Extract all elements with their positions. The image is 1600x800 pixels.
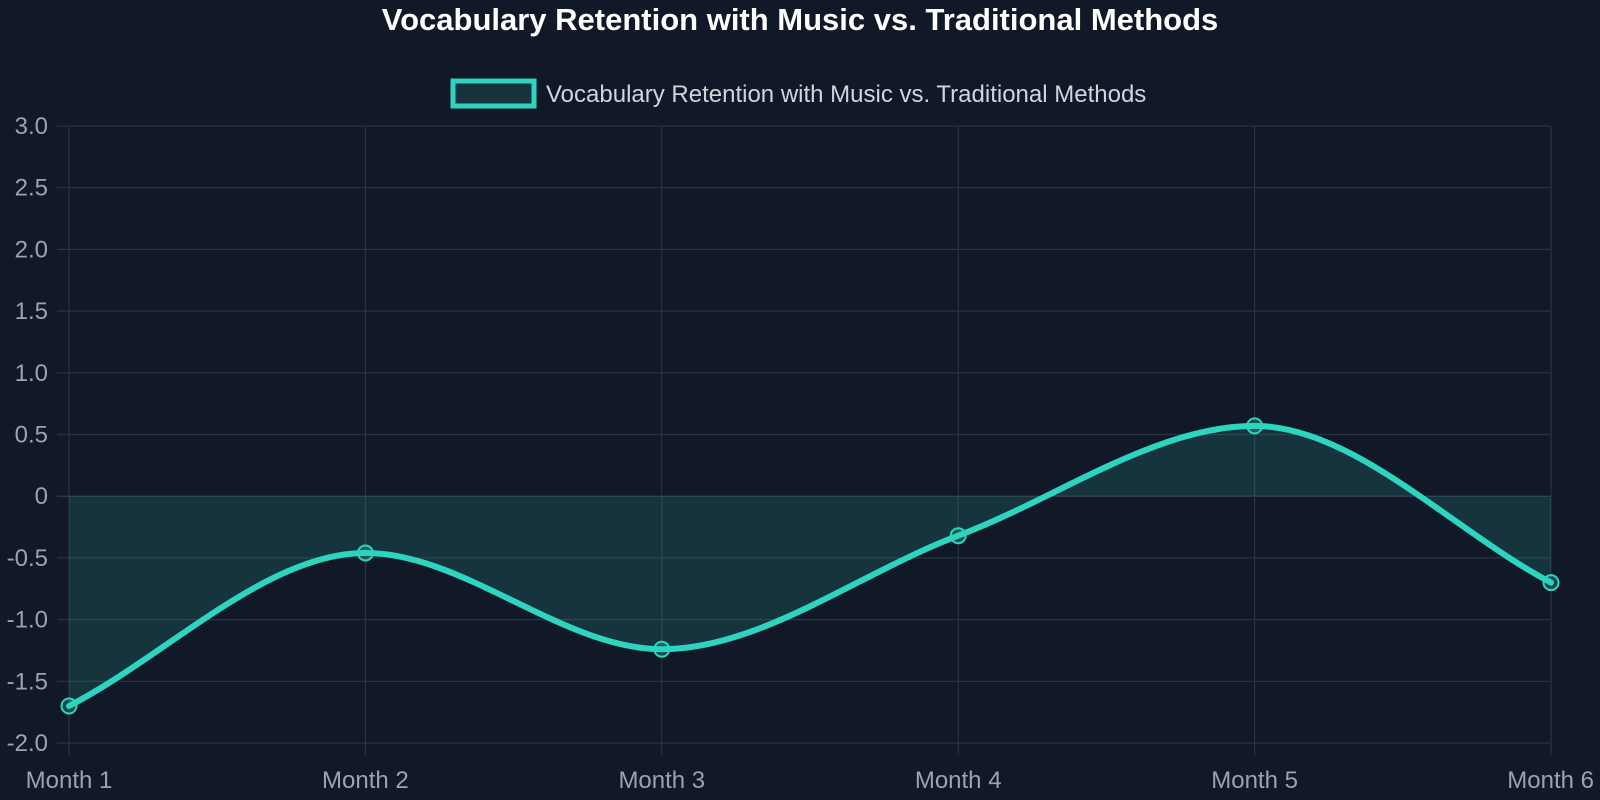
y-tick-label: 3.0 — [15, 113, 48, 140]
legend[interactable]: Vocabulary Retention with Music vs. Trad… — [450, 78, 1146, 109]
series-area-fill — [69, 425, 1551, 706]
y-tick-label: 0.5 — [15, 422, 48, 449]
data-point-month-4[interactable] — [949, 527, 967, 545]
y-axis-ticks: 3.0 2.5 2.0 1.5 1.0 0.5 0 -0.5 -1.0 -1.5 -2.0 — [7, 113, 48, 757]
data-point-month-6[interactable] — [1542, 574, 1560, 592]
data-point-month-1[interactable] — [60, 697, 78, 715]
series-line — [66, 422, 1554, 709]
x-tick-label: Month 6 — [1507, 767, 1594, 794]
legend-swatch — [450, 78, 537, 109]
y-tick-label: -1.0 — [7, 607, 48, 634]
y-tick-label: 1.0 — [15, 360, 48, 387]
legend-label: Vocabulary Retention with Music vs. Trad… — [546, 81, 1146, 108]
y-tick-label: -1.5 — [7, 668, 48, 695]
area-fill-layer — [69, 425, 1551, 706]
y-tick-label: 0 — [35, 483, 48, 510]
x-tick-label: Month 1 — [26, 767, 113, 794]
data-point-month-5[interactable] — [1246, 417, 1264, 435]
y-tick-label: -2.0 — [7, 730, 48, 757]
x-tick-label: Month 4 — [915, 767, 1002, 794]
x-tick-label: Month 2 — [322, 767, 409, 794]
y-tick-label: -0.5 — [7, 545, 48, 572]
y-tick-label: 2.0 — [15, 236, 48, 263]
x-tick-label: Month 3 — [618, 767, 705, 794]
data-points — [60, 417, 1560, 715]
y-tick-label: 1.5 — [15, 298, 48, 325]
chart-title: Vocabulary Retention with Music vs. Trad… — [382, 2, 1219, 37]
y-tick-label: 2.5 — [15, 175, 48, 202]
data-point-month-3[interactable] — [653, 640, 671, 658]
x-axis-ticks: Month 1 Month 2 Month 3 Month 4 Month 5 Month… — [26, 767, 1594, 794]
series-line-layer — [66, 422, 1554, 709]
x-tick-label: Month 5 — [1211, 767, 1298, 794]
data-point-month-2[interactable] — [356, 544, 374, 562]
